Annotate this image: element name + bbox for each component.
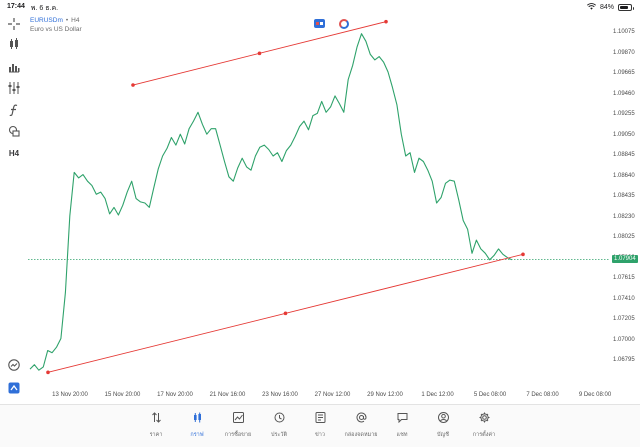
price-tick-label: 1.07615 <box>613 275 635 281</box>
gear-icon <box>479 410 490 428</box>
trendline-1-handle-1[interactable] <box>283 311 288 316</box>
tab-label: กล่องจดหมาย <box>344 432 378 438</box>
time-tick-label: 17 Nov 20:00 <box>157 392 193 398</box>
price-tick-label: 1.07410 <box>613 295 635 302</box>
tab-trade[interactable]: การซื้อขาย <box>220 410 256 439</box>
app-logo-icon[interactable] <box>6 380 22 396</box>
crosshair-icon[interactable] <box>6 16 22 32</box>
price-tick-label: 1.07205 <box>613 316 635 322</box>
time-tick-label: 15 Nov 20:00 <box>104 392 141 398</box>
tab-label: การตั้งค่า <box>472 432 496 438</box>
price-tick-label: 1.08230 <box>613 213 635 220</box>
price-tick-label: 1.08435 <box>613 193 635 199</box>
timeframe-selector[interactable]: H4 <box>6 145 22 161</box>
tab-quotes[interactable]: ราคา <box>138 410 174 439</box>
time-tick-label: 29 Nov 12:00 <box>367 392 403 398</box>
price-axis: 1.10075 1.09870 1.09665 1.09460 1.09255 1.090… <box>610 14 640 404</box>
price-tick-label: 1.07000 <box>613 336 635 343</box>
history-icon <box>274 410 285 428</box>
time-tick-label: 5 Dec 08:00 <box>473 392 507 398</box>
symbol-info: EURUSDm • H4 Euro vs US Dollar <box>30 16 82 34</box>
tab-label: ราคา <box>149 432 163 438</box>
price-tick-label: 1.08845 <box>613 152 635 158</box>
price-tick-label: 1.09665 <box>613 70 635 76</box>
time-tick-label: 23 Nov 16:00 <box>262 392 298 398</box>
trendline-1-handle-0[interactable] <box>46 370 50 375</box>
price-tick-label: 1.10075 <box>613 29 635 35</box>
tab-label: บัญชี <box>437 432 449 438</box>
price-tick-label: 1.08640 <box>613 172 635 179</box>
time-tick-label: 21 Nov 16:00 <box>209 392 246 398</box>
candle-type-icon[interactable] <box>6 36 22 52</box>
status-time: 17:44 <box>7 3 25 10</box>
status-date: พ. 6 ธ.ค. <box>30 5 59 12</box>
tab-settings[interactable]: การตั้งค่า <box>466 410 502 439</box>
battery-icon <box>618 4 634 11</box>
trendline-0-handle-2[interactable] <box>384 19 388 24</box>
tab-history[interactable]: ประวัติ <box>261 410 297 439</box>
chart-area[interactable] <box>28 14 610 404</box>
tab-label: การซื้อขาย <box>224 432 252 438</box>
symbol-timeframe: H4 <box>71 17 80 24</box>
status-bar: 17:44 พ. 6 ธ.ค. 84% <box>0 0 640 14</box>
symbol-name: EURUSDm <box>30 17 63 24</box>
price-tick-label: 1.06795 <box>613 357 635 363</box>
current-price-label: 1.07904 <box>612 255 638 264</box>
volume-bars-icon[interactable] <box>6 59 22 75</box>
trendline-0-handle-0[interactable] <box>131 83 135 87</box>
price-tick-label: 1.09255 <box>613 111 635 117</box>
tab-label: ประวัติ <box>270 432 288 438</box>
time-axis: 13 Nov 20:00 15 Nov 20:00 17 Nov 20:00 21 N… <box>28 392 612 404</box>
price-tick-label: 1.08025 <box>613 234 635 240</box>
chat-icon <box>397 410 408 428</box>
news-icon <box>315 410 326 428</box>
time-tick-label: 9 Dec 08:00 <box>578 392 612 398</box>
trendline-1-handle-2[interactable] <box>521 252 525 257</box>
price-chart[interactable] <box>28 14 610 404</box>
price-tick-label: 1.09870 <box>613 49 635 56</box>
wifi-icon <box>587 3 596 12</box>
tab-chat[interactable]: แชท <box>384 410 420 439</box>
trendline-0-handle-1[interactable] <box>257 51 262 56</box>
sync-badge-icon[interactable] <box>339 19 349 29</box>
function-icon[interactable] <box>6 102 22 118</box>
time-tick-label: 7 Dec 08:00 <box>526 392 559 398</box>
battery-fill <box>620 6 629 9</box>
tab-bar: ราคา กราฟ การซื้อขาย ประวัติ ข่าว กล่องจดหมาย… <box>0 404 640 447</box>
time-tick-label: 13 Nov 20:00 <box>52 392 88 398</box>
tab-news[interactable]: ข่าว <box>302 410 338 439</box>
trend-chart-icon <box>232 410 244 428</box>
drawing-toolbar: H4 <box>0 14 28 404</box>
at-icon <box>356 410 367 428</box>
tab-label: ข่าว <box>315 432 325 438</box>
timeframe-label: H4 <box>8 148 20 158</box>
tab-chart[interactable]: กราฟ <box>179 410 215 439</box>
user-icon <box>437 410 449 428</box>
symbol-separator: • <box>65 17 69 24</box>
price-tick-label: 1.09460 <box>613 90 635 97</box>
price-tick-label: 1.09050 <box>613 131 635 138</box>
one-click-trading-icon[interactable] <box>6 357 22 373</box>
symbol-description: Euro vs US Dollar <box>30 26 82 33</box>
signals-badge-icon[interactable] <box>314 19 325 28</box>
sort-arrows-icon <box>151 410 162 428</box>
candlestick-icon <box>192 410 203 428</box>
indicators-icon[interactable] <box>6 80 22 96</box>
tab-accounts[interactable]: บัญชี <box>425 410 461 439</box>
price-line-series-0 <box>29 33 513 371</box>
tab-mailbox[interactable]: กล่องจดหมาย <box>343 410 379 439</box>
battery-percent: 84% <box>599 4 614 11</box>
tab-label: กราฟ <box>190 432 204 438</box>
objects-icon[interactable] <box>6 123 22 139</box>
time-tick-label: 1 Dec 12:00 <box>421 392 454 398</box>
tab-label: แชท <box>396 432 408 438</box>
chart-badges <box>314 19 349 29</box>
time-tick-label: 27 Nov 12:00 <box>314 392 351 398</box>
